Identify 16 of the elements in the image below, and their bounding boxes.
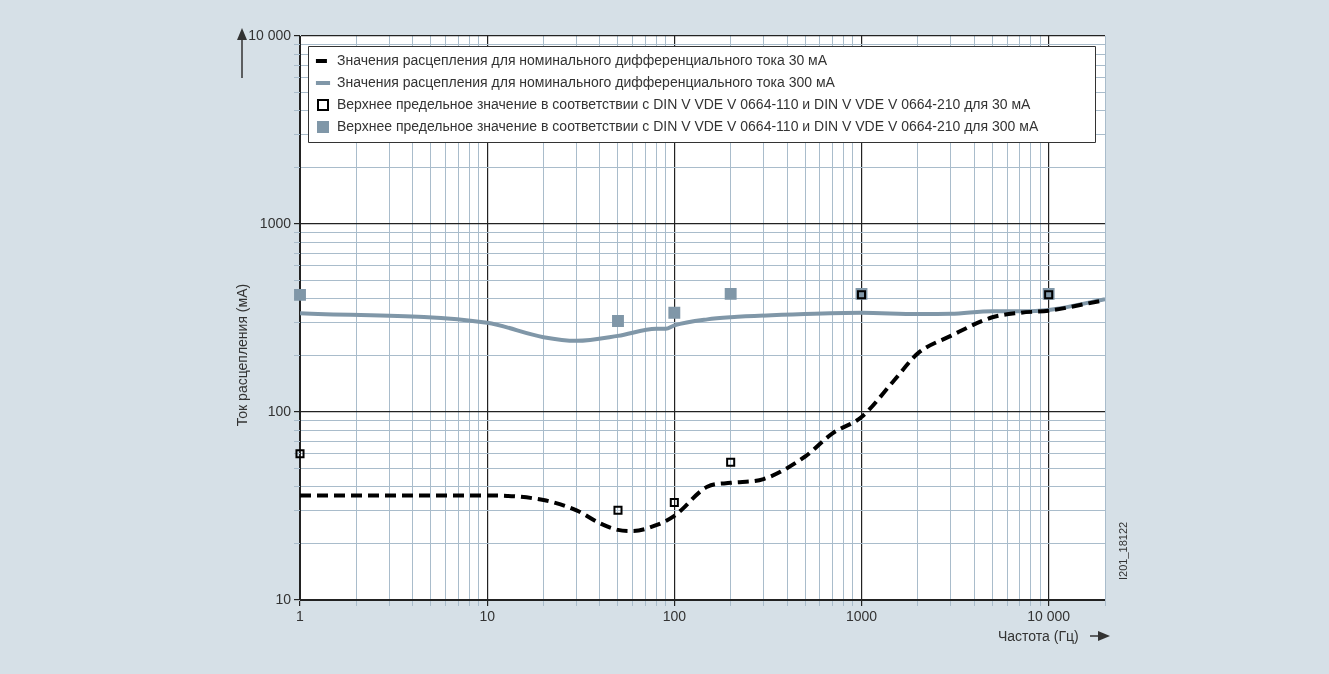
y-tick-label: 10 (275, 590, 292, 607)
y-tick-label: 10 000 (248, 26, 292, 43)
legend-label: Верхнее предельное значение в соответствии с DIN V VDE V 0664-110 и DIN V VDE V 0664-210 для 30 мА (337, 95, 1032, 112)
x-tick-label: 10 000 (1027, 608, 1071, 625)
x-axis-title: Частота (Гц) (998, 628, 1079, 644)
legend-label: Значения расцепления для номинального дифференциального тока 300 мА (337, 73, 836, 90)
y-tick-label: 1000 (259, 214, 292, 231)
text: I201_18122 (1117, 521, 1129, 580)
y-axis-title: Ток расцепления (мА) (234, 283, 250, 427)
x-tick-label: 1 (296, 608, 305, 625)
x-tick-label: 1000 (845, 608, 878, 625)
y-tick-label: 100 (267, 402, 292, 419)
x-tick-label: 100 (662, 608, 687, 625)
legend-label: Значения расцепления для номинального дифференциального тока 30 мА (337, 51, 828, 68)
x-tick-label: 10 (479, 608, 496, 625)
legend-label: Верхнее предельное значение в соответствии с DIN V VDE V 0664-110 и DIN V VDE V 0664-210 для 300 мА (337, 117, 1039, 134)
